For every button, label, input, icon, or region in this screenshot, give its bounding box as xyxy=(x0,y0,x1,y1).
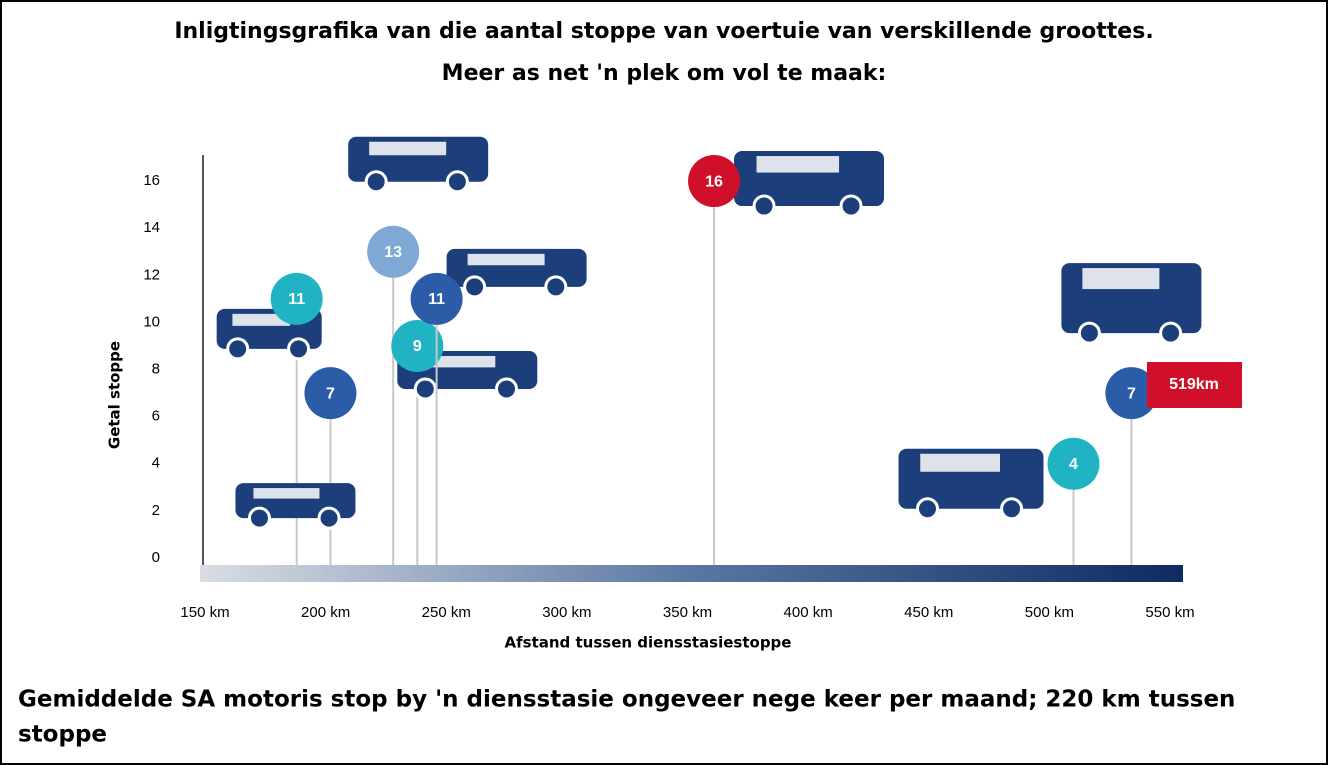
x-tick-label: 250 km xyxy=(422,604,471,621)
x-tick-label: 300 km xyxy=(542,604,591,621)
vehicle-wheel xyxy=(546,277,566,297)
vehicle-wheel xyxy=(754,196,774,216)
y-tick-label: 4 xyxy=(152,455,160,472)
x-tick-label: 450 km xyxy=(904,604,953,621)
vehicle-window xyxy=(757,156,840,173)
x-tick-label: 400 km xyxy=(784,604,833,621)
vehicle-wheel xyxy=(249,508,269,528)
vehicle-wheel xyxy=(319,508,339,528)
vehicle-window xyxy=(253,488,319,499)
footnote: stoppe xyxy=(18,722,107,748)
x-tick-label: 200 km xyxy=(301,604,350,621)
footnote: Gemiddelde SA motoris stop by 'n diensst… xyxy=(18,687,1235,713)
vehicle-wheel xyxy=(1002,499,1022,519)
vehicle-wheel xyxy=(1161,323,1181,343)
bubble-label: 13 xyxy=(384,244,402,261)
y-tick-label: 12 xyxy=(143,266,160,283)
x-tick-label: 150 km xyxy=(180,604,229,621)
vehicle-window xyxy=(920,454,1000,472)
y-tick-label: 0 xyxy=(152,549,160,566)
bubble-label: 4 xyxy=(1069,456,1078,473)
vehicle-icon xyxy=(899,449,1044,519)
y-tick-label: 8 xyxy=(152,360,160,377)
vehicle-wheel xyxy=(366,172,386,192)
bubble-label: 11 xyxy=(428,291,445,308)
y-tick-label: 16 xyxy=(143,172,160,189)
vehicle-wheel xyxy=(497,379,517,399)
bubble-label: 16 xyxy=(705,173,723,190)
y-tick-label: 14 xyxy=(143,219,160,236)
x-tick-label: 550 km xyxy=(1145,604,1194,621)
vehicle-wheel xyxy=(841,196,861,216)
vehicle-window xyxy=(468,254,545,265)
x-tick-label: 350 km xyxy=(663,604,712,621)
vehicle-icon xyxy=(1061,263,1201,343)
bubble-label: 9 xyxy=(413,338,422,355)
vehicle-wheel xyxy=(1079,323,1099,343)
y-tick-label: 2 xyxy=(152,502,160,519)
vehicle-window xyxy=(369,142,446,156)
y-tick-label: 6 xyxy=(152,408,160,425)
chart: Inligtingsgrafika van die aantal stoppe … xyxy=(0,0,1328,765)
bubble-label: 11 xyxy=(288,291,305,308)
vehicle-wheel xyxy=(447,172,467,192)
x-tick-label: 500 km xyxy=(1025,604,1074,621)
vehicle-wheel xyxy=(415,379,435,399)
x-axis-title: Afstand tussen diensstasiestoppe xyxy=(505,634,792,652)
y-tick-label: 10 xyxy=(143,313,160,330)
y-axis-title: Getal stoppe xyxy=(106,341,124,449)
vehicle-window xyxy=(1082,268,1159,289)
annotation: 519km xyxy=(1169,376,1219,393)
vehicle-wheel xyxy=(289,339,309,359)
chart-title: Inligtingsgrafika van die aantal stoppe … xyxy=(174,19,1153,44)
bubble-label: 7 xyxy=(326,385,335,402)
x-axis-bar xyxy=(200,565,1183,582)
vehicle-wheel xyxy=(465,277,485,297)
bubble-label: 7 xyxy=(1127,385,1136,402)
vehicle-wheel xyxy=(228,339,248,359)
vehicle-wheel xyxy=(918,499,938,519)
chart-subtitle: Meer as net 'n plek om vol te maak: xyxy=(442,61,887,86)
